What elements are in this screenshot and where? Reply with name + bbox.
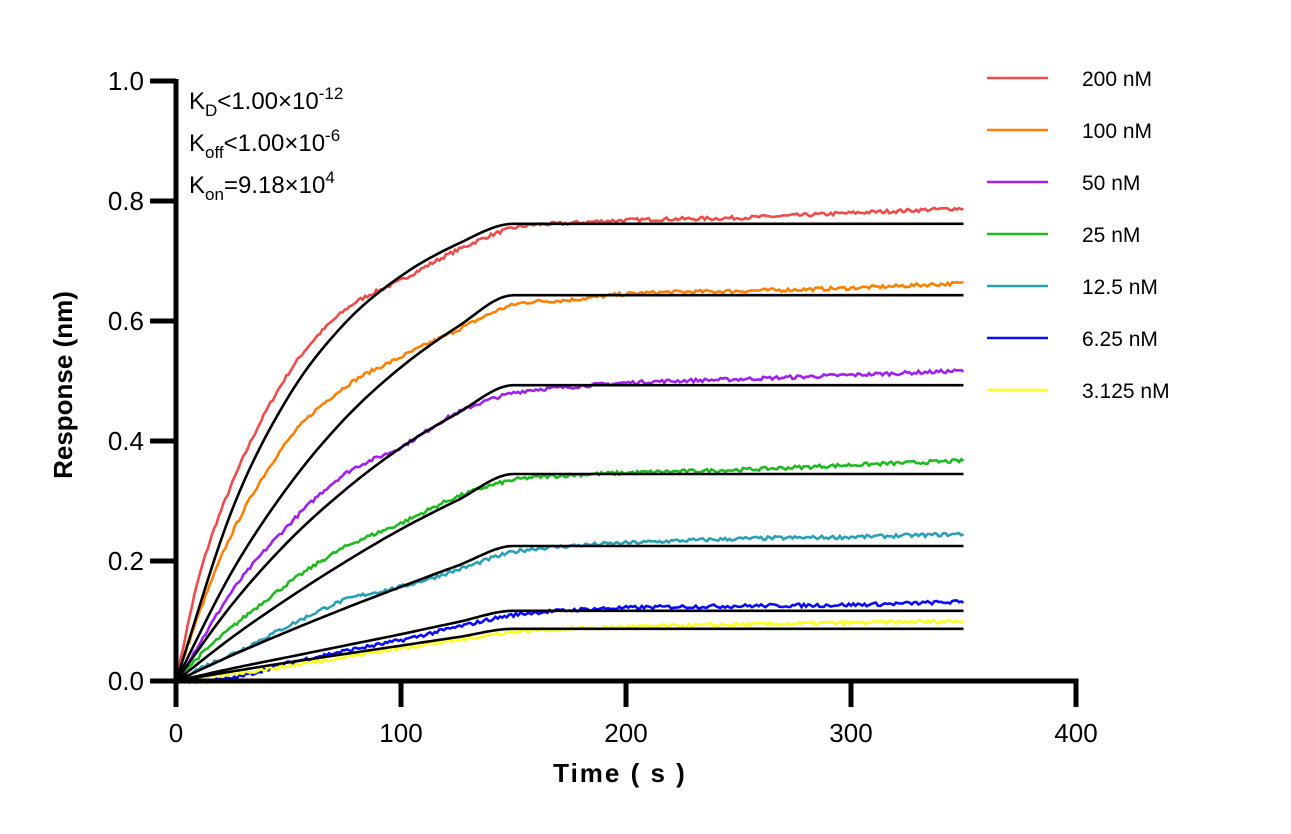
legend-label: 200 nM xyxy=(1082,68,1152,91)
y-tick-label: 0.6 xyxy=(108,306,144,336)
fit-line-200-nM xyxy=(174,222,964,682)
axes: 0.0 0.2 0.4 0.6 0.8 1.0 0 100 200 300 400 xyxy=(108,66,1098,748)
x-tick-label: 100 xyxy=(379,718,422,748)
fit-line-100-nM xyxy=(174,293,964,682)
x-tick-label: 400 xyxy=(1054,718,1097,748)
legend-item: 50 nM xyxy=(987,172,1140,195)
y-tick-label: 0.4 xyxy=(108,426,144,456)
annotation-part: -12 xyxy=(319,84,344,103)
annotation-part: K xyxy=(189,172,205,199)
fit-curves xyxy=(174,222,964,683)
annotation-part: <1.00×10 xyxy=(224,130,325,157)
x-tick-label: 300 xyxy=(829,718,872,748)
legend-label: 3.125 nM xyxy=(1082,380,1170,403)
annotation-part: =9.18×10 xyxy=(224,172,325,199)
legend-item: 25 nM xyxy=(987,224,1140,247)
legend: 200 nM 100 nM 50 nM 25 nM 12.5 nM 6.25 nM 3.12… xyxy=(987,68,1170,403)
fit-line-3-125-nM xyxy=(175,627,964,683)
annotation-part: D xyxy=(205,101,217,120)
annotation-line: KD<1.00×10-12 xyxy=(189,84,343,120)
fit-line-50-nM xyxy=(174,383,964,682)
series-line-100-nM xyxy=(174,280,964,682)
legend-label: 100 nM xyxy=(1082,120,1152,143)
y-tick-label: 0.2 xyxy=(108,546,144,576)
fit-line-12-5-nM xyxy=(175,544,964,683)
x-tick-label: 0 xyxy=(169,718,183,748)
legend-label: 6.25 nM xyxy=(1082,328,1158,351)
fit-line-25-nM xyxy=(175,472,964,683)
annotation-line: Kon=9.18×104 xyxy=(189,168,335,204)
annotation-part: K xyxy=(189,88,205,115)
annotation-part: -6 xyxy=(325,126,340,145)
x-tick-label: 200 xyxy=(604,718,647,748)
legend-item: 6.25 nM xyxy=(987,328,1158,351)
annotation-part: off xyxy=(205,143,224,162)
legend-label: 12.5 nM xyxy=(1082,276,1158,299)
fit-line-6-25-nM xyxy=(175,609,964,683)
y-tick-label: 0.0 xyxy=(108,666,144,696)
annotation-part: 4 xyxy=(325,168,334,187)
annotation-part: on xyxy=(205,185,224,204)
y-tick-label: 0.8 xyxy=(108,186,144,216)
legend-label: 50 nM xyxy=(1082,172,1140,195)
legend-label: 25 nM xyxy=(1082,224,1140,247)
legend-item: 3.125 nM xyxy=(987,380,1170,403)
y-tick-label: 1.0 xyxy=(108,66,144,96)
annotation-line: Koff<1.00×10-6 xyxy=(189,126,340,162)
legend-item: 100 nM xyxy=(987,120,1152,143)
annotation-part: K xyxy=(189,130,205,157)
y-axis-label: Response (nm) xyxy=(48,291,78,479)
legend-item: 12.5 nM xyxy=(987,276,1158,299)
legend-item: 200 nM xyxy=(987,68,1152,91)
annotation-part: <1.00×10 xyxy=(217,88,318,115)
series-line-6-25-nM xyxy=(175,599,965,685)
series-line-25-nM xyxy=(174,457,965,682)
x-axis-label: Time ( s ) xyxy=(553,758,687,788)
series-line-50-nM xyxy=(174,368,965,682)
